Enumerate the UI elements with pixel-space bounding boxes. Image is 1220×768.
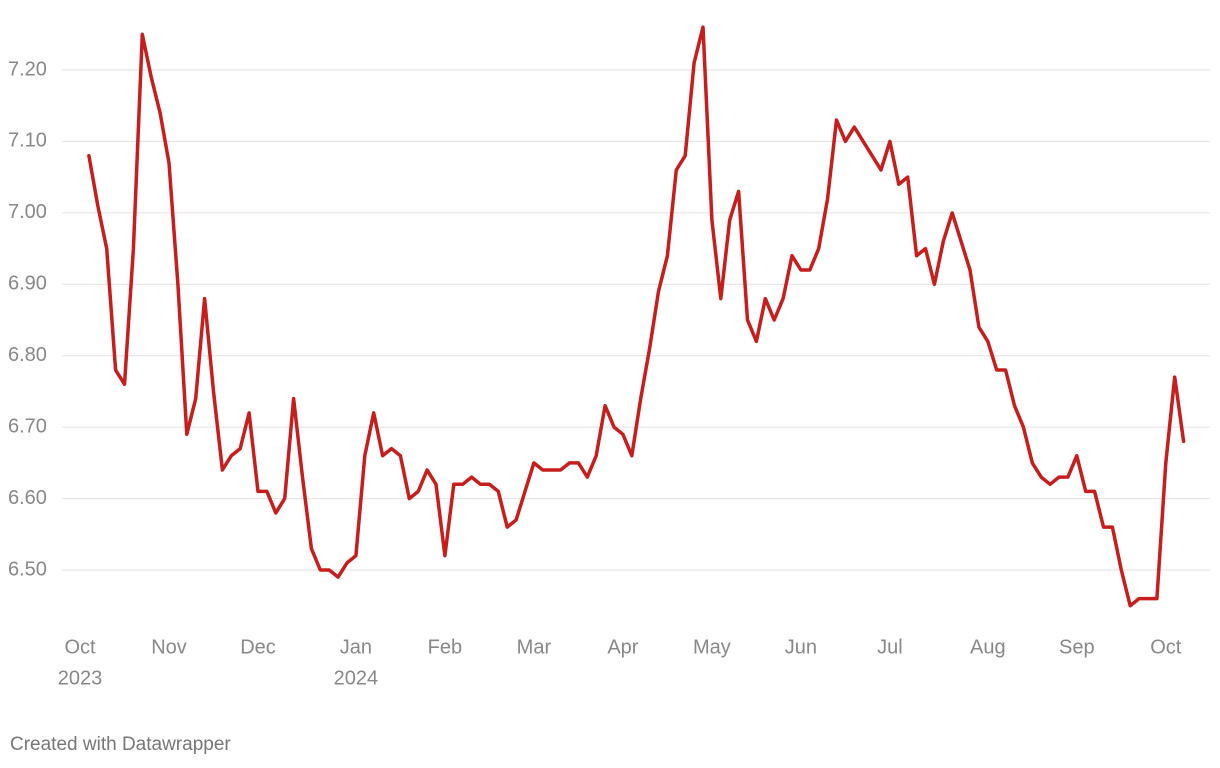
x-tick-label: Feb xyxy=(428,636,462,658)
x-tick-label: Jun xyxy=(785,636,817,658)
x-tick-label: Oct xyxy=(64,636,96,658)
x-tick-label: Apr xyxy=(607,636,638,658)
y-tick-label: 6.60 xyxy=(8,487,47,509)
y-tick-label: 6.80 xyxy=(8,344,47,366)
y-tick-label: 6.90 xyxy=(8,273,47,295)
x-year-label: 2023 xyxy=(58,667,103,689)
credit: Created with Datawrapper xyxy=(10,734,231,755)
x-tick-label: Sep xyxy=(1059,636,1095,658)
x-tick-label: Jan xyxy=(340,636,372,658)
x-tick-label: Jul xyxy=(877,636,903,658)
y-tick-label: 6.70 xyxy=(8,415,47,437)
x-tick-label: May xyxy=(693,636,731,658)
x-tick-label: Aug xyxy=(970,636,1006,658)
y-tick-label: 7.00 xyxy=(8,201,47,223)
y-tick-label: 6.50 xyxy=(8,558,47,580)
x-tick-label: Oct xyxy=(1150,636,1182,658)
x-year-label: 2024 xyxy=(334,667,379,689)
y-tick-label: 7.10 xyxy=(8,130,47,152)
x-tick-label: Mar xyxy=(517,636,552,658)
y-tick-label: 7.20 xyxy=(8,58,47,80)
x-tick-label: Nov xyxy=(151,636,187,658)
line xyxy=(87,25,1186,608)
x-tick-label: Dec xyxy=(240,636,276,658)
